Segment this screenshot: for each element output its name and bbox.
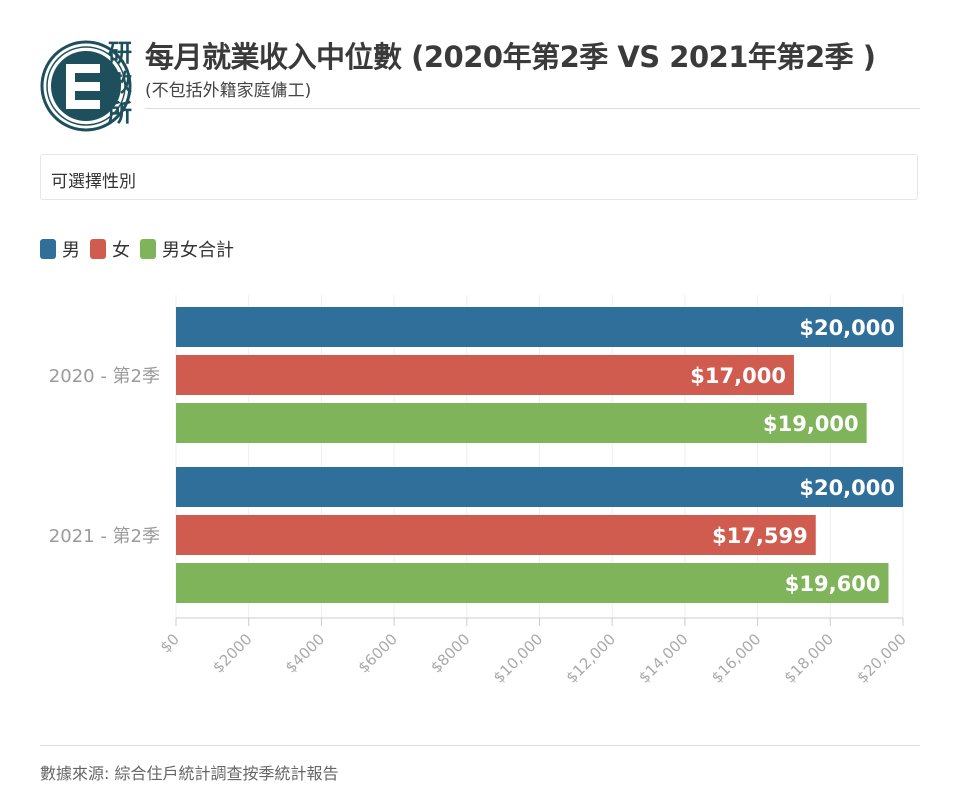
x-tick-label: $18,000 — [781, 630, 838, 687]
bar-value-label: $19,000 — [763, 412, 859, 436]
logo — [40, 38, 132, 134]
category-label: 2021 - 第2季 — [49, 526, 160, 547]
x-tick-label: $10,000 — [490, 630, 547, 687]
x-tick-label: $16,000 — [708, 630, 765, 687]
category-label: 2020 - 第2季 — [49, 366, 160, 387]
legend-swatch-female — [90, 239, 106, 259]
x-tick-label: $12,000 — [562, 630, 619, 687]
bar — [176, 515, 816, 555]
legend-item-total[interactable]: 男女合計 — [140, 236, 234, 262]
bar-value-label: $20,000 — [799, 316, 895, 340]
legend-item-female[interactable]: 女 — [90, 236, 130, 262]
bar — [176, 403, 867, 443]
logo-text: 研 數 所 — [103, 38, 137, 128]
legend-label-total: 男女合計 — [162, 240, 234, 261]
x-tick-label: $4000 — [282, 630, 328, 676]
bar-value-label: $19,600 — [785, 572, 881, 596]
chart-subtitle: (不包括外籍家庭傭工) — [145, 81, 312, 101]
bar-value-label: $17,599 — [712, 524, 808, 548]
legend-item-male[interactable]: 男 — [40, 236, 80, 262]
x-tick-label: $2000 — [209, 630, 255, 676]
x-tick-label: $8000 — [427, 630, 473, 676]
legend: 男 女 男女合計 — [40, 236, 244, 262]
legend-swatch-male — [40, 239, 56, 259]
logo-char: 研 — [108, 38, 132, 67]
logo-char: 所 — [108, 98, 132, 127]
logo-char: 數 — [108, 68, 132, 97]
header-divider — [145, 108, 920, 109]
gender-filter-label: 可選擇性別 — [51, 172, 136, 192]
bar-value-label: $17,000 — [690, 364, 786, 388]
chart-title: 每月就業收入中位數 (2020年第2季 VS 2021年第2季 ) — [145, 40, 876, 74]
data-source: 數據來源: 綜合住戶統計調查按季統計報告 — [40, 764, 339, 783]
x-tick-label: $0 — [157, 630, 183, 656]
bar-chart: $0 $2000 $4000 $6000 $8000 $10,000 $12,000 $14,… — [0, 250, 956, 730]
legend-swatch-total — [140, 239, 156, 259]
bar — [176, 563, 889, 603]
x-tick-label: $6000 — [354, 630, 400, 676]
x-tick-label: $20,000 — [853, 630, 910, 687]
gender-filter[interactable]: 可選擇性別 — [40, 154, 918, 200]
bar-value-label: $20,000 — [799, 476, 895, 500]
bar — [176, 467, 903, 507]
bar-chart-svg: $0 $2000 $4000 $6000 $8000 $10,000 $12,000 $14,… — [49, 295, 910, 687]
bar — [176, 355, 794, 395]
footer-divider — [40, 745, 920, 746]
legend-label-male: 男 — [62, 240, 80, 261]
legend-label-female: 女 — [112, 240, 130, 261]
bar — [176, 307, 903, 347]
x-tick-label: $14,000 — [635, 630, 692, 687]
